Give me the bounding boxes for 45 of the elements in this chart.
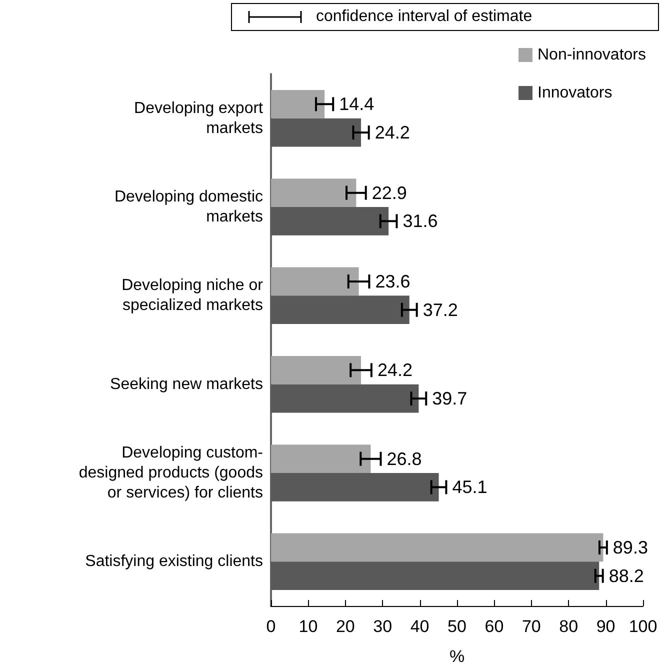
data-label: 22.9 (372, 182, 407, 203)
y-tick-label: Developing domestic markets (114, 188, 263, 226)
data-label: 89.3 (612, 537, 648, 558)
text: confidence interval of estimate (316, 8, 532, 26)
y-tick-label: Developing custom- designed products (goods or services) for clients (78, 444, 263, 502)
bar (271, 296, 410, 324)
data-label: 45.1 (452, 477, 488, 498)
data-label: 14.4 (339, 94, 374, 114)
x-tick-label: 20 (336, 617, 355, 636)
data-label: 24.2 (374, 122, 410, 143)
data-label: 24.2 (377, 360, 412, 380)
bar (271, 562, 600, 590)
x-tick-label: 0 (266, 617, 276, 636)
data-label: 23.6 (375, 271, 410, 292)
y-tick-label: Seeking new markets (110, 376, 263, 393)
bar (271, 178, 356, 207)
bar (271, 207, 389, 236)
bar (271, 90, 325, 118)
y-tick-label: Satisfying existing clients (85, 553, 263, 570)
x-tick-label: 90 (596, 617, 616, 636)
x-tick-label: 30 (373, 617, 392, 636)
x-tick-label: 50 (448, 617, 466, 636)
x-tick-label: 70 (522, 617, 541, 636)
data-label: 39.7 (432, 388, 468, 409)
y-tick-label: Developing export markets (134, 100, 264, 137)
bar (271, 384, 419, 413)
y-tick-label: Developing niche or specialized markets (122, 277, 264, 314)
legend-label: Non-innovators (538, 46, 646, 64)
x-tick-label: 60 (484, 617, 504, 636)
x-tick-label: 100 (628, 617, 658, 636)
x-tick-label: 10 (298, 617, 318, 636)
bar (271, 267, 359, 296)
bar (271, 118, 362, 147)
x-tick-label: 80 (559, 617, 578, 636)
data-label: 31.6 (402, 211, 438, 232)
x-tick-label: 40 (410, 617, 430, 636)
data-label: 88.2 (608, 566, 644, 586)
x-axis-title: % (449, 647, 465, 666)
bar (271, 444, 371, 473)
data-label: 37.2 (422, 300, 458, 320)
bar (271, 533, 604, 562)
bar (271, 356, 362, 384)
data-label: 26.8 (386, 448, 422, 469)
legend-label: Innovators (538, 84, 612, 102)
bar (271, 473, 439, 502)
